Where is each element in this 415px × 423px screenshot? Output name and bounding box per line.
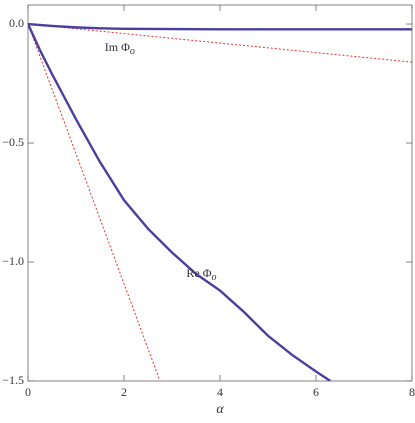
y-tick-label: −1.5 <box>2 373 24 387</box>
x-tick-label: 2 <box>121 385 127 399</box>
annotation: Re Φo <box>186 266 216 284</box>
y-tick-label: −1.0 <box>2 254 24 268</box>
x-tick-label: 0 <box>25 385 31 399</box>
y-tick-label: −0.5 <box>2 135 24 149</box>
x-tick-label: 6 <box>313 385 319 399</box>
data-line <box>28 23 161 381</box>
data-line <box>28 22 412 31</box>
plot-frame <box>27 4 413 382</box>
annotation-text: Re Φ <box>186 266 211 280</box>
annotation-sub: o <box>212 272 217 283</box>
data-line <box>28 23 412 63</box>
data-line <box>28 23 332 381</box>
x-tick-label: 4 <box>217 385 223 399</box>
annotation: Im Φo <box>105 40 135 58</box>
annotation-sub: o <box>130 46 135 57</box>
x-axis-label: α <box>216 402 224 417</box>
y-tick-label: 0.0 <box>9 16 24 30</box>
x-tick-label: 8 <box>409 385 415 399</box>
annotation-text: Im Φ <box>105 40 130 54</box>
